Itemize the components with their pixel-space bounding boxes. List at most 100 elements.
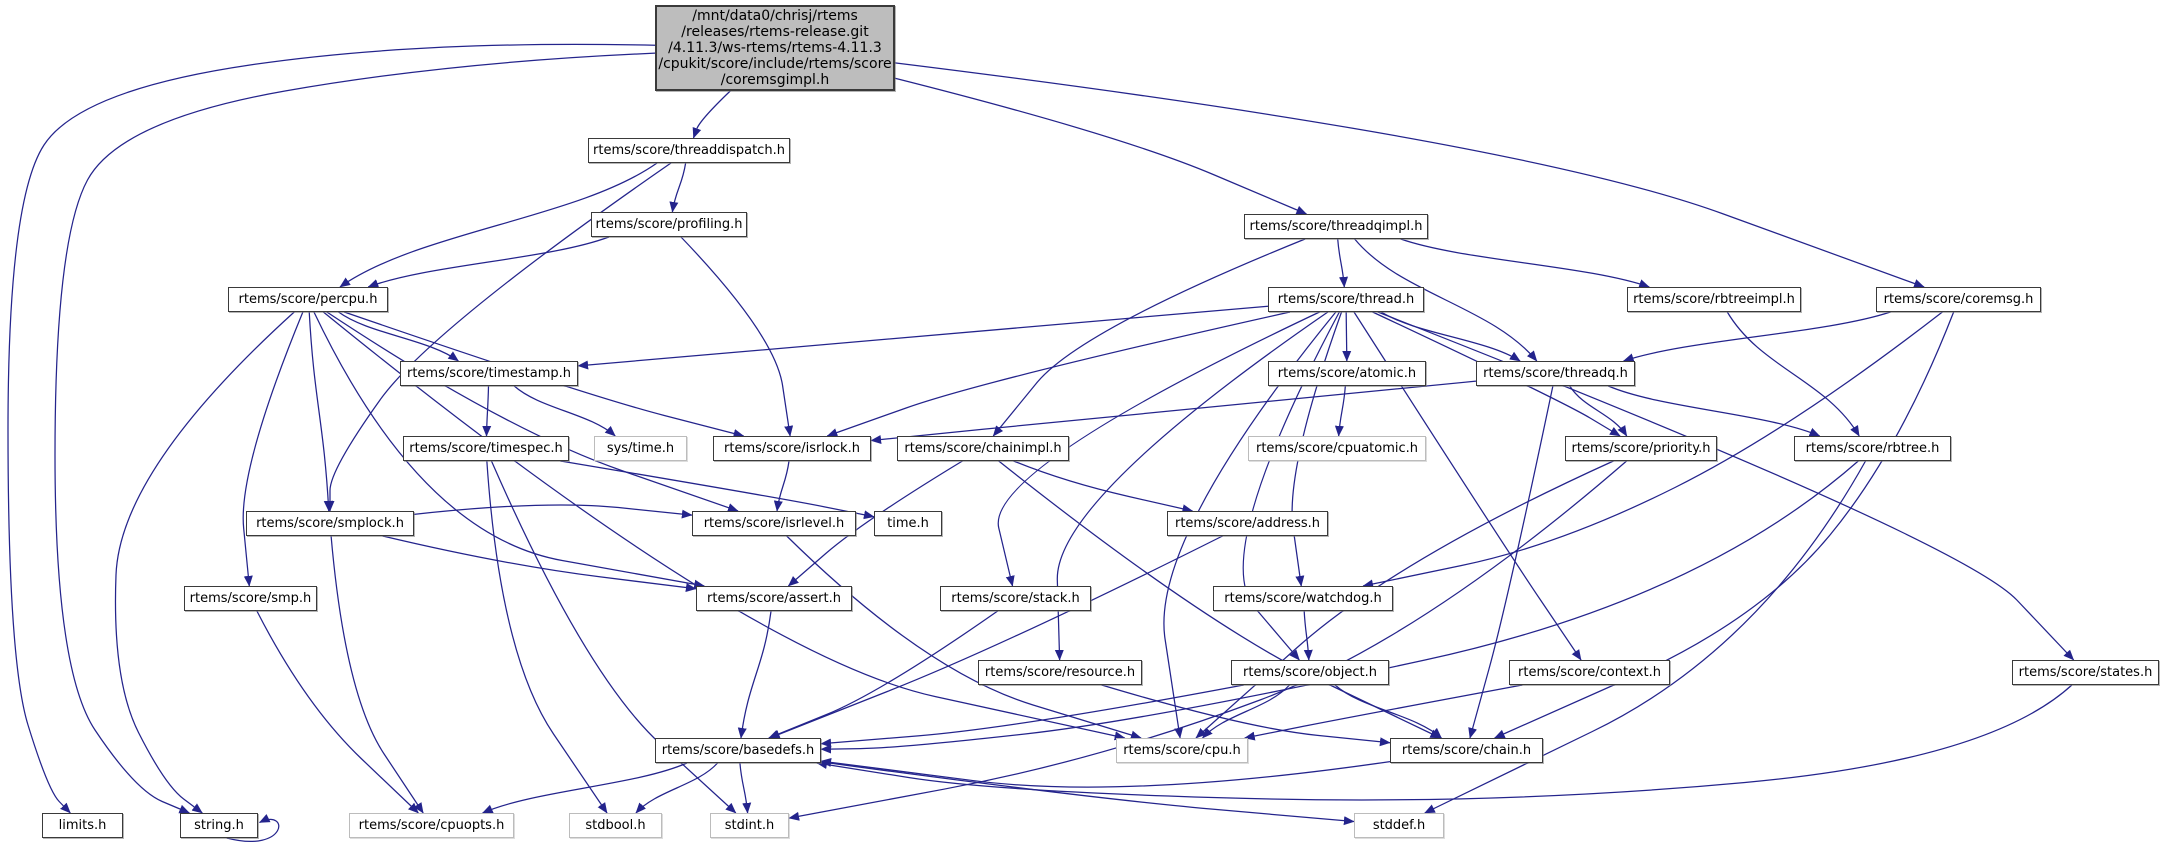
edge-atomic-to-cpuatomic	[1334, 385, 1346, 437]
node-thread[interactable]: rtems/score/thread.h	[1268, 287, 1424, 312]
edge-threadq-to-isrlock	[870, 380, 1477, 445]
node-chainimpl[interactable]: rtems/score/chainimpl.h	[897, 436, 1069, 461]
edge-thread-to-threadq	[1381, 311, 1521, 362]
edge-timestamp-to-sys_time	[513, 385, 616, 437]
node-assert[interactable]: rtems/score/assert.h	[696, 586, 852, 611]
edge-object-to-chain	[1334, 684, 1442, 739]
node-stddef: stddef.h	[1354, 813, 1444, 838]
edge-percpu-to-isrlevel	[326, 311, 739, 512]
edge-context-to-cpu	[1244, 684, 1523, 741]
edge-threaddispatch-to-profiling	[669, 162, 687, 213]
edge-threadqimpl-to-rbtreeimpl	[1400, 238, 1650, 288]
node-resource[interactable]: rtems/score/resource.h	[978, 660, 1142, 685]
edge-object-to-basedefs	[820, 684, 1244, 748]
node-profiling[interactable]: rtems/score/profiling.h	[591, 212, 747, 237]
edge-priority-to-cpu	[1195, 460, 1614, 739]
edge-isrlevel-to-cpu	[786, 535, 1142, 740]
edge-profiling-to-isrlock	[680, 236, 794, 437]
node-watchdog[interactable]: rtems/score/watchdog.h	[1213, 586, 1393, 611]
node-threadqimpl[interactable]: rtems/score/threadqimpl.h	[1244, 214, 1428, 239]
node-stdint: stdint.h	[710, 813, 789, 838]
node-sys_time: sys/time.h	[594, 436, 687, 461]
node-isrlevel[interactable]: rtems/score/isrlevel.h	[692, 511, 856, 536]
edge-root-to-string	[54, 52, 656, 814]
node-timespec[interactable]: rtems/score/timespec.h	[403, 436, 569, 461]
node-threadq[interactable]: rtems/score/threadq.h	[1476, 361, 1635, 386]
node-basedefs[interactable]: rtems/score/basedefs.h	[655, 738, 821, 763]
edge-threadqimpl-to-thread	[1337, 238, 1349, 288]
node-smp[interactable]: rtems/score/smp.h	[184, 586, 317, 611]
edge-smp-to-cpuopts	[256, 610, 419, 814]
node-context[interactable]: rtems/score/context.h	[1509, 660, 1670, 685]
node-priority[interactable]: rtems/score/priority.h	[1565, 436, 1717, 461]
node-chain[interactable]: rtems/score/chain.h	[1390, 738, 1543, 763]
edge-profiling-to-percpu	[367, 236, 610, 288]
edge-string-to-string	[226, 814, 280, 842]
edge-timestamp-to-timespec	[482, 385, 492, 437]
edge-address-to-basedefs	[769, 535, 1223, 739]
node-stdbool: stdbool.h	[569, 813, 662, 838]
edge-smplock-to-isrlevel	[413, 504, 693, 519]
edge-coremsg-to-watchdog	[1362, 311, 1943, 589]
node-limits[interactable]: limits.h	[42, 813, 123, 838]
node-states[interactable]: rtems/score/states.h	[2012, 660, 2159, 685]
node-string[interactable]: string.h	[180, 813, 258, 838]
edge-timespec-to-stdint	[490, 460, 737, 814]
edge-threaddispatch-to-percpu	[339, 162, 658, 288]
node-cpu: rtems/score/cpu.h	[1116, 738, 1248, 763]
edge-timespec-to-time	[560, 460, 875, 520]
edge-basedefs-to-stdint	[739, 762, 752, 814]
edge-threadqimpl-to-chainimpl	[992, 238, 1306, 437]
node-rbtree[interactable]: rtems/score/rbtree.h	[1794, 436, 1951, 461]
edge-thread-to-atomic	[1342, 311, 1352, 362]
node-smplock[interactable]: rtems/score/smplock.h	[246, 511, 414, 536]
node-threaddispatch[interactable]: rtems/score/threaddispatch.h	[588, 138, 790, 163]
edge-thread-to-timestamp	[577, 305, 1269, 370]
edge-percpu-to-assert	[313, 311, 705, 589]
edge-root-to-coremsg	[894, 62, 1925, 288]
edge-basedefs-to-cpuopts	[482, 762, 688, 814]
edge-smplock-to-cpuopts	[330, 535, 424, 814]
node-cpuopts: rtems/score/cpuopts.h	[349, 813, 514, 838]
edge-resource-to-chain	[1101, 684, 1391, 747]
node-coremsg[interactable]: rtems/score/coremsg.h	[1876, 287, 2041, 312]
edge-threaddispatch-to-smplock	[325, 162, 672, 512]
edge-priority-to-stdint	[788, 460, 1627, 821]
edge-assert-to-basedefs	[737, 610, 772, 739]
edge-root-to-threaddispatch	[692, 90, 731, 139]
edge-rbtree-to-stddef	[1424, 460, 1867, 814]
edge-chainimpl-to-assert	[787, 460, 963, 587]
node-rbtreeimpl[interactable]: rtems/score/rbtreeimpl.h	[1627, 287, 1801, 312]
node-root: /mnt/data0/chrisj/rtems /releases/rtems-…	[655, 5, 895, 91]
node-atomic[interactable]: rtems/score/atomic.h	[1268, 361, 1426, 386]
node-timestamp[interactable]: rtems/score/timestamp.h	[400, 361, 578, 386]
edge-threadq-to-chain	[1468, 385, 1554, 739]
edge-root-to-threadqimpl	[894, 77, 1308, 215]
edge-percpu-to-timestamp	[338, 311, 459, 362]
edge-timespec-to-stdbool	[486, 460, 608, 814]
edge-rbtreeimpl-to-rbtree	[1726, 311, 1860, 437]
node-time[interactable]: time.h	[874, 511, 942, 536]
edge-percpu-to-smplock	[308, 311, 333, 512]
node-cpuatomic: rtems/score/cpuatomic.h	[1248, 436, 1426, 461]
node-percpu[interactable]: rtems/score/percpu.h	[228, 287, 388, 312]
edge-stack-to-basedefs	[768, 610, 999, 739]
edge-thread-to-resource	[1054, 311, 1329, 661]
edge-coremsg-to-threadq	[1623, 311, 1891, 363]
edge-threadq-to-priority	[1569, 385, 1628, 437]
edge-basedefs-to-stdbool	[635, 762, 719, 814]
node-address[interactable]: rtems/score/address.h	[1167, 511, 1328, 536]
node-isrlock[interactable]: rtems/score/isrlock.h	[713, 436, 871, 461]
node-object[interactable]: rtems/score/object.h	[1231, 660, 1389, 685]
edge-basedefs-to-stddef	[820, 761, 1355, 826]
edge-smplock-to-assert	[382, 535, 697, 593]
edge-isrlock-to-isrlevel	[773, 460, 790, 512]
node-stack[interactable]: rtems/score/stack.h	[940, 586, 1091, 611]
edge-threadqimpl-to-threadq	[1354, 238, 1538, 362]
edge-thread-to-isrlock	[826, 311, 1291, 437]
edge-rbtree-to-basedefs	[820, 460, 1859, 754]
edge-percpu-to-string	[114, 311, 295, 814]
